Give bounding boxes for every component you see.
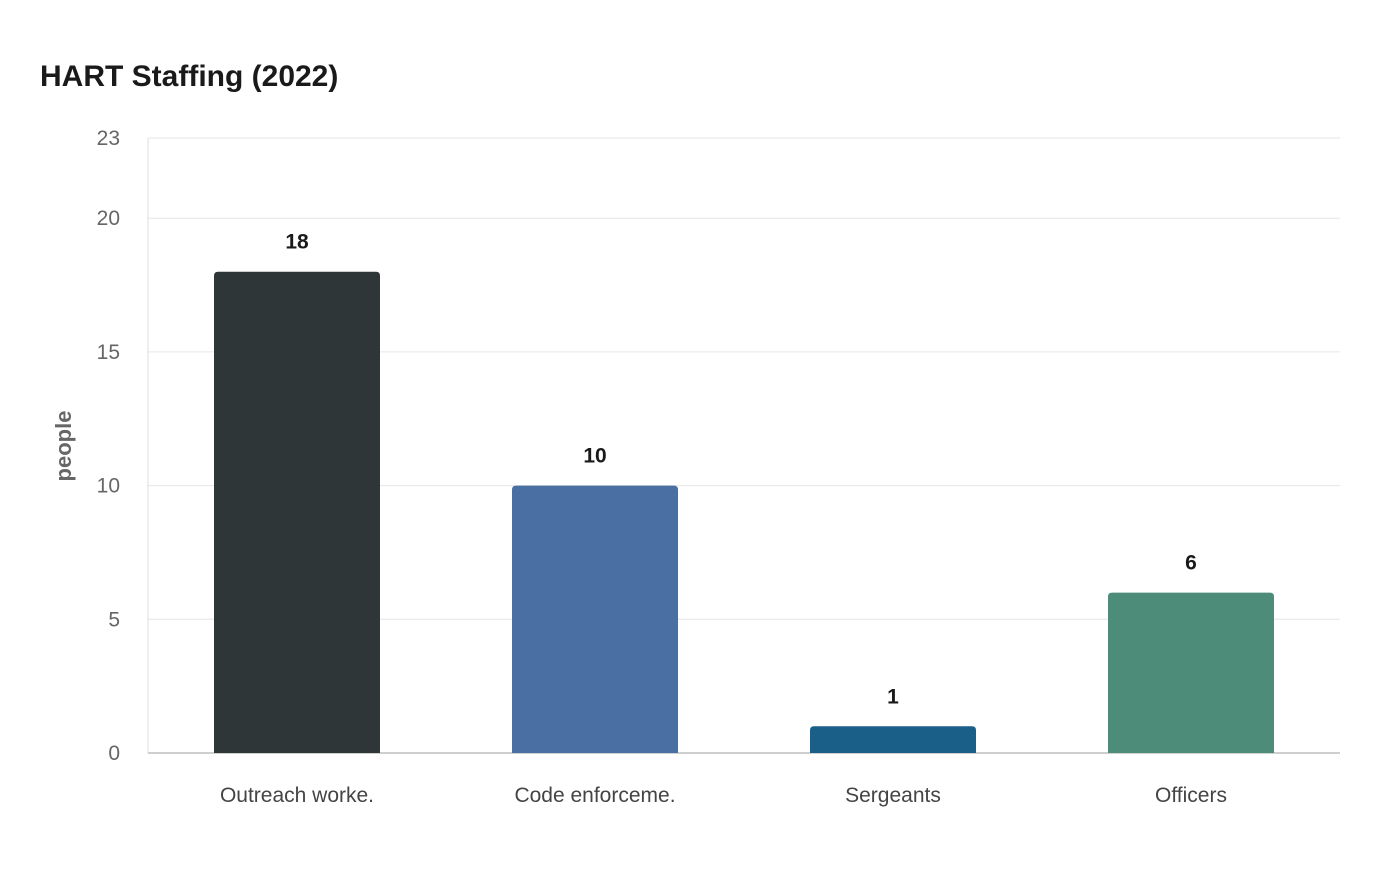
y-axis-label: people bbox=[51, 411, 76, 482]
bar-value-label: 10 bbox=[583, 445, 606, 468]
y-tick-label: 23 bbox=[97, 127, 120, 150]
bar-value-label: 1 bbox=[887, 685, 899, 708]
bar-officers bbox=[1108, 592, 1274, 753]
bar-sergeants bbox=[810, 726, 976, 753]
y-tick-label: 20 bbox=[97, 207, 120, 230]
x-tick-label: Code enforceme. bbox=[514, 784, 675, 807]
x-tick-label: Outreach worke. bbox=[220, 784, 374, 807]
bars bbox=[214, 271, 1274, 753]
y-tick-label: 0 bbox=[108, 742, 120, 765]
y-tick-label: 5 bbox=[108, 608, 120, 631]
bar-value-label: 6 bbox=[1185, 552, 1197, 575]
chart-title: HART Staffing (2022) bbox=[40, 60, 339, 93]
y-tick-label: 10 bbox=[97, 475, 120, 498]
bar-outreach-worke bbox=[214, 271, 380, 753]
x-tick-label: Officers bbox=[1155, 784, 1227, 807]
bar-code-enforceme bbox=[512, 485, 678, 753]
labels: 0 5 10 15 20 23 people 18 Outreach worke. 10 Code … bbox=[51, 127, 1227, 807]
x-tick-label: Sergeants bbox=[845, 784, 941, 807]
bar-value-label: 18 bbox=[285, 231, 309, 254]
y-tick-label: 15 bbox=[97, 341, 120, 364]
